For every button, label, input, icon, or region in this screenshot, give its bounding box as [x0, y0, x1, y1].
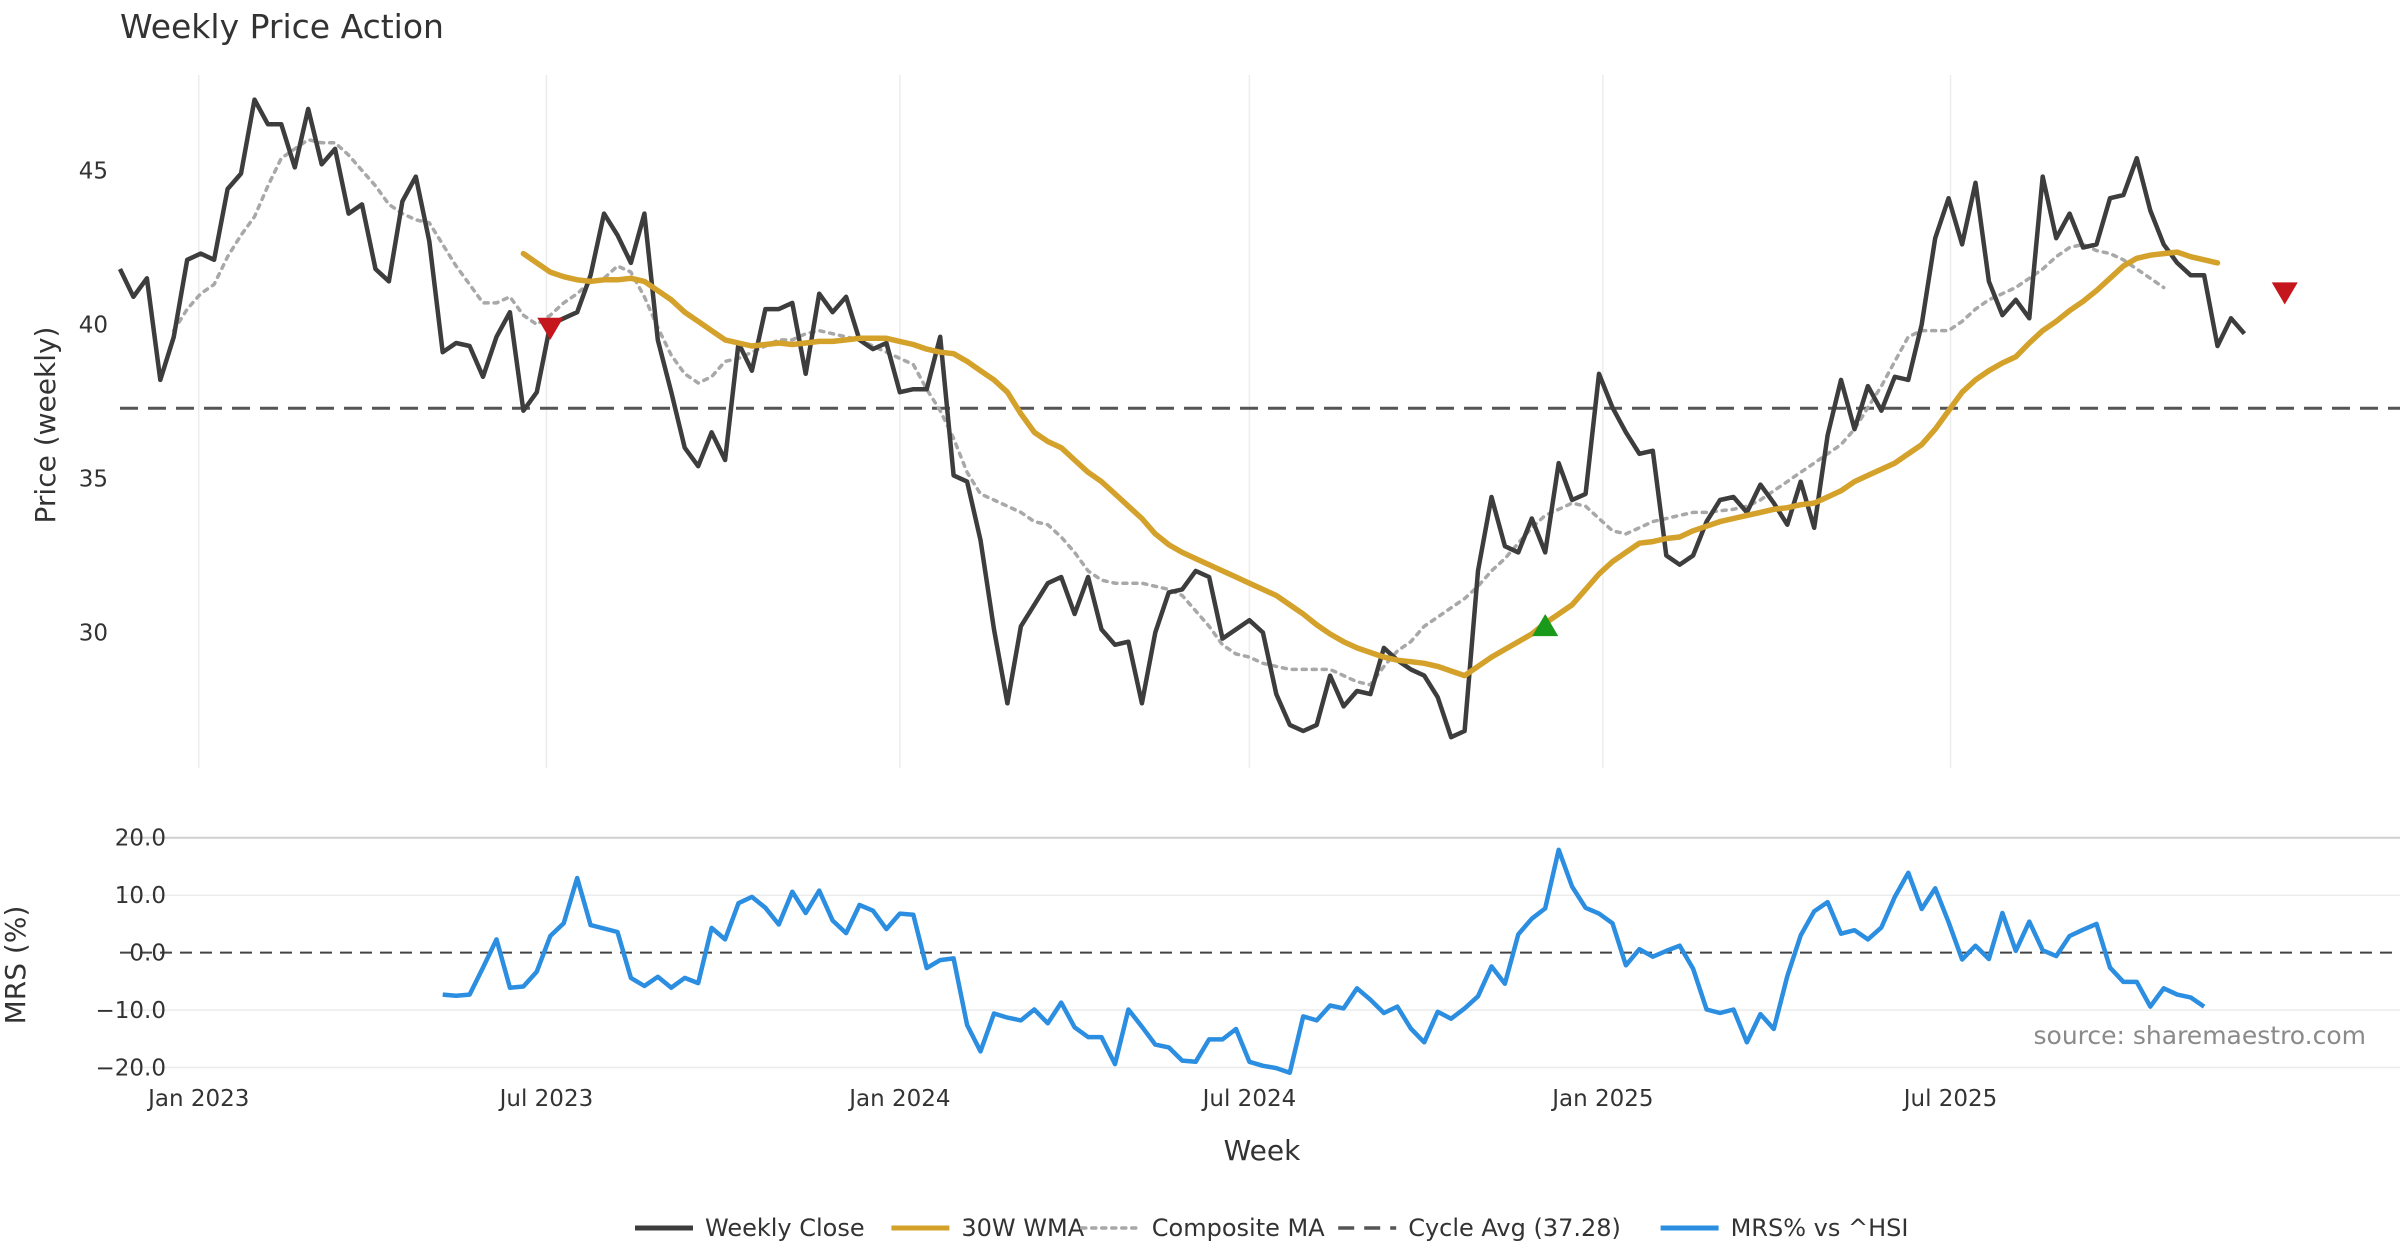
sell-signal-marker	[2271, 282, 2298, 305]
mrs-y-tick-label: −20.0	[96, 1056, 166, 1082]
x-tick-label: Jan 2023	[146, 1086, 249, 1112]
price-y-tick-label: 40	[79, 312, 108, 338]
axis-labels: Jan 2023 Jul 2023 Jan 2024 Jul 2024 Jan 2025…	[79, 158, 1998, 1112]
price-series-layer	[117, 97, 2400, 740]
composite-ma-line	[172, 137, 2166, 687]
x-tick-label: Jan 2025	[1550, 1086, 1653, 1112]
mrs-y-tick-label: 0.0	[129, 941, 166, 967]
legend-label: 30W WMA	[961, 1214, 1084, 1242]
legend-label: Weekly Close	[705, 1214, 865, 1242]
legend: Weekly Close 30W WMA Composite MA Cycle Avg…	[635, 1214, 1908, 1242]
mrs-series-layer	[442, 847, 2206, 1075]
legend-label: Cycle Avg (37.28)	[1408, 1214, 1621, 1242]
wma-30w-line	[520, 249, 2221, 679]
x-tick-label: Jul 2025	[1902, 1086, 1998, 1112]
price-grid	[198, 75, 1952, 768]
price-y-axis-title: Price (weekly)	[29, 327, 62, 524]
mrs-line	[442, 847, 2206, 1075]
sell-signal-marker	[537, 317, 564, 340]
weekly-close-line	[117, 97, 2247, 740]
mrs-y-tick-label: −10.0	[96, 998, 166, 1024]
mrs-y-tick-label: 10.0	[115, 883, 166, 909]
price-y-tick-label: 35	[79, 466, 108, 492]
chart-title: Weekly Price Action	[120, 7, 444, 46]
mrs-y-tick-label: 20.0	[115, 826, 166, 852]
buy-signal-marker	[1532, 613, 1559, 637]
mrs-y-axis-title: MRS (%)	[0, 906, 32, 1025]
legend-label: MRS% vs ^HSI	[1731, 1214, 1909, 1242]
legend-label: Composite MA	[1152, 1214, 1325, 1242]
x-tick-label: Jul 2023	[498, 1086, 594, 1112]
price-y-tick-label: 45	[79, 158, 108, 184]
x-tick-label: Jan 2024	[847, 1086, 950, 1112]
price-y-tick-label: 30	[79, 620, 108, 646]
source-annotation: source: sharemaestro.com	[2034, 1021, 2367, 1050]
x-tick-label: Jul 2024	[1201, 1086, 1297, 1112]
x-axis-title: Week	[1224, 1134, 1301, 1167]
